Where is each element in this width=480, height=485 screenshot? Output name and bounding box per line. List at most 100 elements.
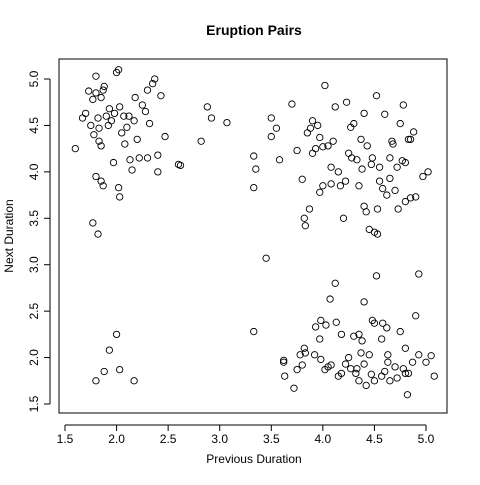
x-tick-label: 1.5 bbox=[57, 432, 74, 446]
scatter-point bbox=[373, 205, 382, 213]
scatter-point bbox=[99, 86, 107, 94]
scatter-point bbox=[298, 361, 306, 369]
y-axis-title: Next Duration bbox=[2, 199, 16, 272]
scatter-point bbox=[280, 358, 288, 366]
scatter-point bbox=[288, 100, 296, 108]
scatter-point bbox=[355, 377, 363, 385]
scatter-point bbox=[99, 182, 107, 190]
scatter-point bbox=[358, 337, 366, 345]
scatter-point bbox=[393, 163, 401, 171]
scatter-point bbox=[300, 214, 308, 222]
scatter-point bbox=[331, 279, 339, 287]
scatter-point bbox=[415, 270, 423, 278]
scatter-point bbox=[360, 109, 368, 118]
scatter-point bbox=[203, 103, 211, 111]
scatter-point bbox=[367, 370, 375, 378]
scatter-point bbox=[353, 365, 361, 373]
scatter-point bbox=[311, 144, 320, 153]
scatter-point bbox=[415, 351, 423, 359]
scatter-point bbox=[406, 135, 415, 144]
scatter-point bbox=[143, 154, 152, 162]
scatter-point bbox=[176, 161, 185, 170]
scatter-point bbox=[267, 114, 275, 122]
scatter-point bbox=[406, 194, 415, 202]
scatter-point bbox=[301, 222, 309, 230]
scatter-point bbox=[327, 163, 335, 171]
scatter-point bbox=[327, 180, 335, 188]
y-tick-label: 4.0 bbox=[27, 163, 41, 180]
scatter-point bbox=[71, 144, 79, 153]
scatter-point bbox=[355, 330, 363, 339]
scatter-point bbox=[94, 114, 102, 122]
scatter-point bbox=[365, 351, 373, 359]
scatter-point bbox=[308, 117, 317, 125]
x-tick-label: 4.0 bbox=[315, 432, 332, 446]
scatter-point bbox=[149, 79, 157, 88]
scatter-point bbox=[305, 205, 314, 213]
scatter-point bbox=[95, 137, 103, 145]
scatter-point bbox=[250, 183, 258, 192]
chart-title: Eruption Pairs bbox=[206, 22, 302, 38]
scatter-point bbox=[207, 114, 216, 122]
scatter-point bbox=[121, 140, 129, 148]
scatter-point bbox=[409, 128, 418, 136]
scatter-point bbox=[341, 177, 350, 185]
scatter-point bbox=[350, 332, 358, 340]
scatter-point bbox=[110, 109, 119, 118]
scatter-point bbox=[131, 93, 139, 102]
scatter-point bbox=[384, 358, 392, 366]
scatter-point bbox=[114, 183, 123, 192]
scatter-point bbox=[105, 105, 114, 113]
scatter-point bbox=[100, 82, 108, 91]
x-axis: 1.5 2.0 2.5 3.0 3.5 4.0 4.5 5.0 bbox=[57, 424, 435, 446]
x-axis-title: Previous Duration bbox=[206, 452, 301, 466]
scatter-point bbox=[375, 163, 384, 171]
scatter-point bbox=[154, 168, 162, 176]
scatter-point bbox=[393, 374, 401, 382]
scatter-point bbox=[118, 129, 126, 137]
scatter-point bbox=[322, 321, 330, 329]
scatter-point bbox=[334, 168, 342, 176]
scatter-point bbox=[92, 72, 100, 80]
scatter-point bbox=[81, 109, 90, 118]
scatter-point bbox=[386, 154, 394, 162]
scatter-point bbox=[419, 172, 427, 181]
scatter-point bbox=[401, 158, 410, 167]
scatter-point bbox=[386, 174, 394, 183]
scatter-point bbox=[347, 365, 355, 373]
scatter-point bbox=[133, 135, 141, 144]
scatter-point bbox=[319, 143, 327, 151]
scatter-point bbox=[97, 93, 105, 102]
scatter-point bbox=[78, 114, 87, 122]
plot-frame bbox=[58, 58, 448, 414]
scatter-point bbox=[404, 135, 413, 144]
scatter-point bbox=[386, 377, 394, 385]
scatter-point bbox=[100, 367, 108, 376]
scatter-point bbox=[412, 312, 420, 320]
scatter-point bbox=[252, 165, 260, 173]
scatter-point bbox=[422, 358, 430, 366]
scatter-point bbox=[272, 124, 281, 132]
scatter-point bbox=[391, 363, 399, 371]
scatter-point bbox=[381, 110, 389, 118]
scatter-point bbox=[362, 208, 370, 216]
y-tick-label: 3.0 bbox=[27, 256, 41, 273]
scatter-point bbox=[344, 149, 353, 157]
scatter-point bbox=[319, 182, 327, 190]
scatter-point bbox=[427, 352, 435, 360]
scatter-point bbox=[372, 92, 381, 100]
scatter-point bbox=[262, 254, 270, 262]
scatter-point bbox=[109, 158, 118, 167]
scatter-point bbox=[430, 372, 438, 380]
scatter-point bbox=[396, 327, 404, 336]
scatter-point bbox=[316, 133, 324, 142]
scatter-point bbox=[114, 66, 123, 74]
scatter-point bbox=[337, 330, 346, 339]
scatter-point bbox=[362, 381, 370, 390]
scatter-point bbox=[377, 372, 386, 380]
scatter-point bbox=[161, 132, 169, 141]
scatter-point bbox=[324, 142, 332, 150]
scatter-point bbox=[350, 119, 358, 128]
